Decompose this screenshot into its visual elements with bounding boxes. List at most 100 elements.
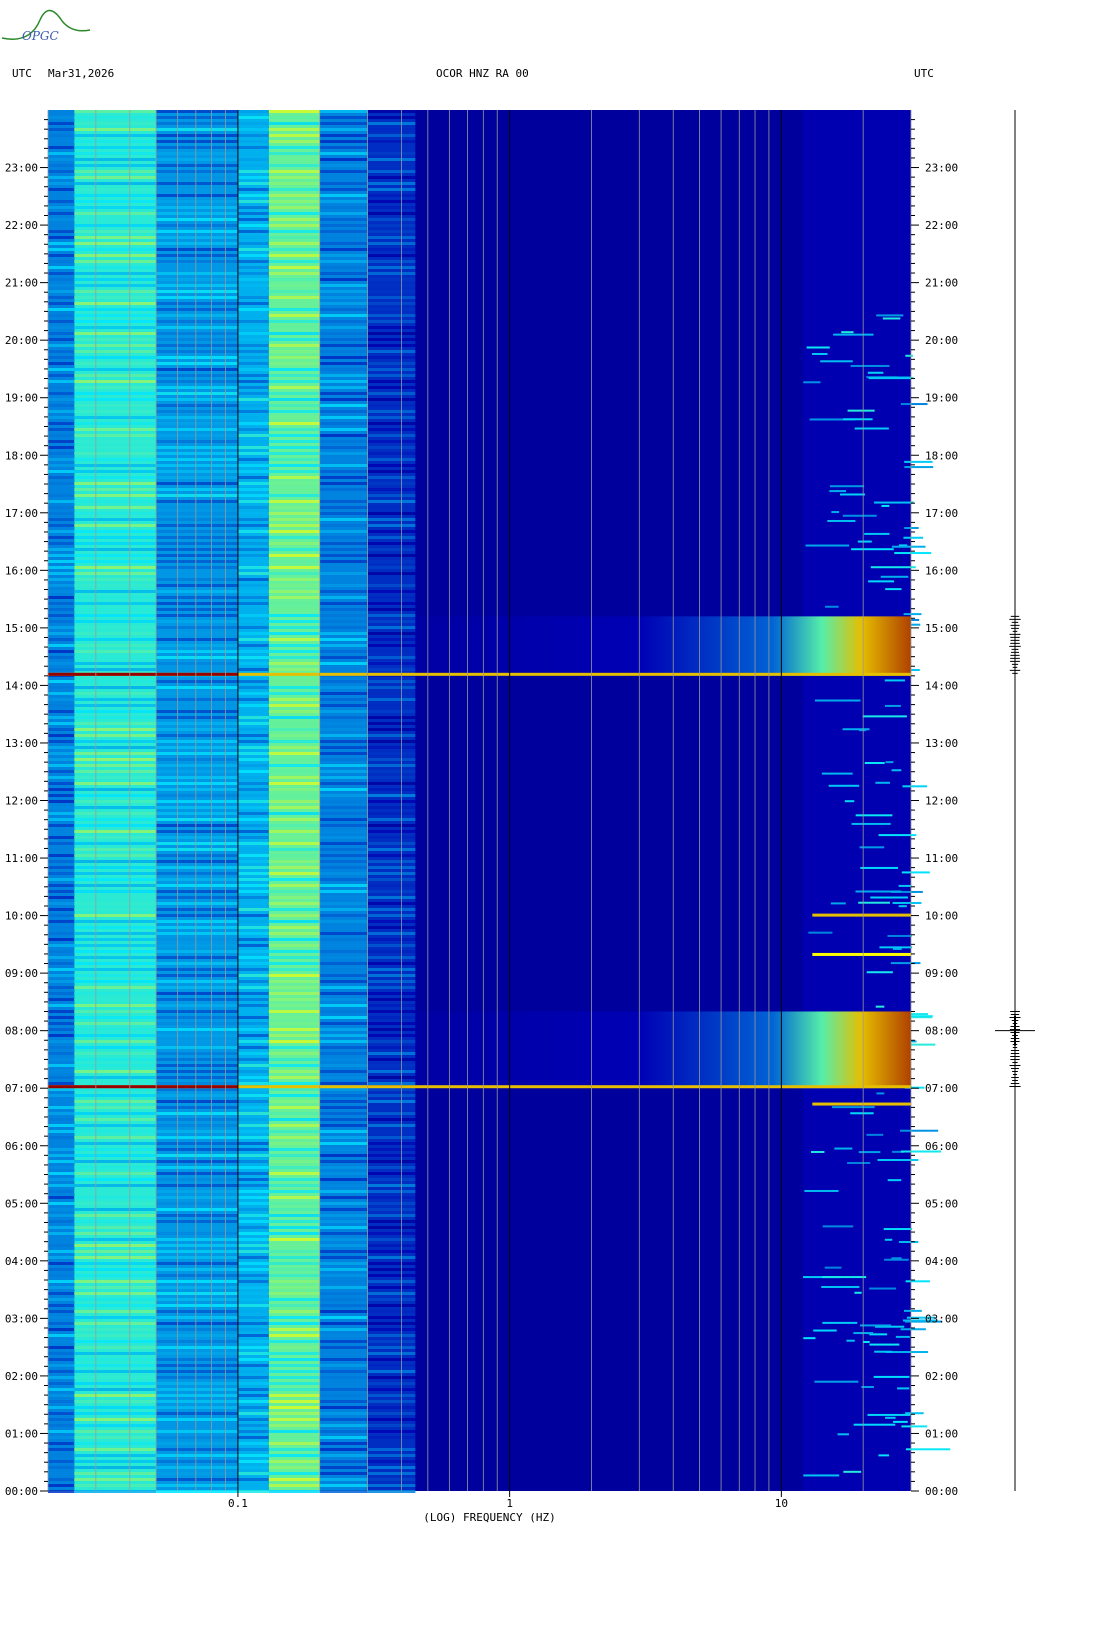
- band-streak: [237, 992, 269, 995]
- band-streak: [319, 626, 368, 629]
- band-streak: [48, 1286, 75, 1289]
- band-streak: [48, 614, 75, 617]
- band-streak: [268, 410, 320, 413]
- band-streak: [74, 560, 157, 563]
- band-streak: [156, 1082, 238, 1085]
- band-streak: [367, 488, 416, 491]
- band-streak: [74, 146, 157, 149]
- band-streak: [237, 1364, 269, 1367]
- band-streak: [74, 434, 157, 437]
- band-streak: [319, 452, 368, 455]
- band-streak: [319, 464, 368, 467]
- band-streak: [48, 662, 75, 665]
- x-tick-label: 10: [775, 1497, 788, 1510]
- band-streak: [156, 386, 238, 389]
- band-streak: [319, 1334, 368, 1337]
- band-streak: [367, 1262, 416, 1265]
- activity-speck: [903, 536, 924, 539]
- band-streak: [74, 848, 157, 851]
- y-tick-label-right: 16:00: [925, 564, 958, 577]
- band-streak: [74, 920, 157, 923]
- band-streak: [74, 476, 157, 479]
- band-streak: [48, 1220, 75, 1223]
- band-streak: [156, 248, 238, 251]
- activity-speck: [878, 1454, 890, 1457]
- band-streak: [268, 998, 320, 1001]
- band-streak: [74, 890, 157, 893]
- y-tick-label-right: 01:00: [925, 1427, 958, 1440]
- band-streak: [74, 794, 157, 797]
- band-streak: [156, 884, 238, 887]
- band-streak: [319, 1400, 368, 1403]
- band-streak: [237, 212, 269, 215]
- band-streak: [156, 560, 238, 563]
- activity-speck: [891, 545, 926, 548]
- band-streak: [74, 1178, 157, 1181]
- band-streak: [268, 980, 320, 983]
- event-onset-line: [48, 1085, 911, 1089]
- band-streak: [268, 266, 320, 269]
- band-streak: [48, 1484, 75, 1487]
- band-streak: [268, 578, 320, 581]
- band-streak: [74, 1016, 157, 1019]
- band-streak: [74, 1190, 157, 1193]
- band-streak: [319, 890, 368, 893]
- band-streak: [367, 902, 416, 905]
- band-streak: [156, 1124, 238, 1127]
- narrow-event-line: [812, 1102, 911, 1106]
- band-streak: [156, 956, 238, 959]
- band-streak: [237, 746, 269, 749]
- band-streak: [319, 926, 368, 929]
- band-streak: [74, 248, 157, 251]
- band-streak: [48, 110, 75, 113]
- band-streak: [48, 704, 75, 707]
- band-streak: [319, 1160, 368, 1163]
- band-streak: [268, 1112, 320, 1115]
- band-streak: [48, 1334, 75, 1337]
- band-streak: [319, 788, 368, 791]
- band-streak: [74, 500, 157, 503]
- band-streak: [367, 1394, 416, 1397]
- band-streak: [74, 1298, 157, 1301]
- band-streak: [237, 926, 269, 929]
- event-onset-peak: [48, 672, 238, 676]
- activity-speck: [887, 934, 912, 937]
- band-streak: [319, 980, 368, 983]
- band-streak: [268, 476, 320, 479]
- band-streak: [74, 602, 157, 605]
- band-streak: [237, 344, 269, 347]
- band-streak: [237, 440, 269, 443]
- band-streak: [237, 1322, 269, 1325]
- band-streak: [48, 500, 75, 503]
- band-streak: [74, 374, 157, 377]
- band-streak: [156, 524, 238, 527]
- band-streak: [156, 434, 238, 437]
- band-streak: [268, 278, 320, 281]
- band-streak: [367, 1052, 416, 1055]
- band-streak: [156, 908, 238, 911]
- band-streak: [319, 1202, 368, 1205]
- band-streak: [237, 800, 269, 803]
- band-streak: [319, 1088, 368, 1091]
- band-streak: [268, 1484, 320, 1487]
- band-streak: [156, 1298, 238, 1301]
- band-streak: [74, 170, 157, 173]
- spectrogram-bands: [48, 110, 911, 1493]
- band-streak: [319, 1250, 368, 1253]
- band-streak: [74, 758, 157, 761]
- y-tick-label-left: 21:00: [5, 277, 38, 290]
- band-streak: [237, 290, 269, 293]
- band-streak: [237, 500, 269, 503]
- band-streak: [319, 1010, 368, 1013]
- band-streak: [367, 728, 416, 731]
- band-streak: [367, 854, 416, 857]
- activity-speck: [864, 532, 890, 535]
- band-streak: [319, 1022, 368, 1025]
- band-streak: [156, 338, 238, 341]
- band-streak: [268, 584, 320, 587]
- band-streak: [319, 1226, 368, 1229]
- band-streak: [156, 1088, 238, 1091]
- band-streak: [74, 194, 157, 197]
- band-streak: [48, 164, 75, 167]
- band-streak: [156, 224, 238, 227]
